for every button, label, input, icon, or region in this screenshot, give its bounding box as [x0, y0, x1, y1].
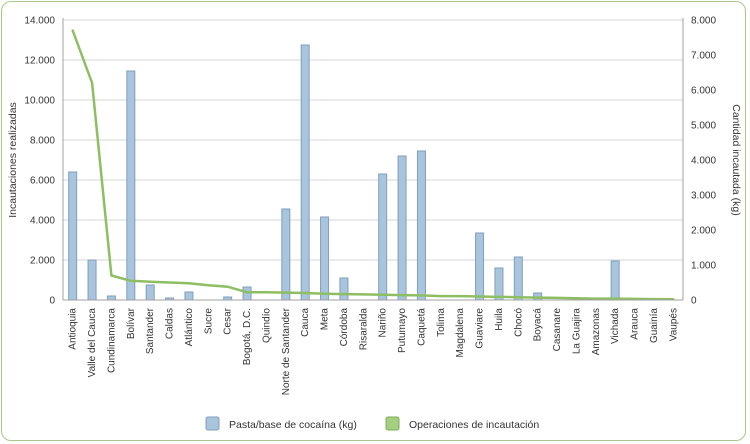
- left-tick-label: 12.000: [24, 56, 55, 67]
- grid-lines: [63, 19, 683, 301]
- category-label: Bolívar: [126, 307, 137, 339]
- category-label: Quindío: [261, 308, 272, 343]
- category-label: Boyacá: [533, 308, 544, 342]
- category-label: Córdoba: [339, 308, 350, 347]
- left-tick-label: 6.000: [30, 176, 55, 187]
- category-label: Huila: [494, 308, 505, 331]
- legend-line-swatch: [385, 416, 400, 431]
- left-axis-ticks: 0 2.000 4.000 6.000 8.000 10.000 12.000 14.000: [24, 16, 55, 307]
- line-series: [71, 29, 675, 301]
- bar: [145, 284, 155, 301]
- category-label: Putumayo: [397, 308, 408, 353]
- category-label: Risaralda: [358, 308, 369, 351]
- category-label: Vaupés: [668, 308, 679, 341]
- y-axis-title-left: Incautaciones realizadas: [7, 102, 19, 218]
- right-tick-label: 4.000: [691, 156, 716, 167]
- bar: [610, 260, 620, 301]
- right-tick-label: 3.000: [691, 191, 716, 202]
- category-label: Caquetá: [416, 308, 427, 346]
- right-tick-label: 6.000: [691, 86, 716, 97]
- category-label: Caldas: [165, 308, 176, 339]
- bar: [68, 171, 78, 301]
- right-tick-label: 5.000: [691, 121, 716, 132]
- category-label: Casanare: [552, 308, 563, 352]
- bar: [281, 208, 291, 301]
- axes: [62, 18, 684, 301]
- legend-line-label: Operaciones de incautación: [409, 419, 539, 431]
- legend-bar-label: Pasta/base de cocaína (kg): [229, 419, 357, 431]
- category-label: Magdalena: [455, 308, 466, 358]
- category-label: Arauca: [630, 308, 641, 340]
- category-label: Vichada: [610, 308, 621, 344]
- category-label: Sucre: [203, 308, 214, 335]
- bar: [339, 277, 349, 301]
- legend: Pasta/base de cocaína (kg) Operaciones d…: [205, 416, 539, 431]
- category-label: Amazonas: [591, 308, 602, 355]
- bar: [320, 216, 330, 301]
- right-axis-ticks: 0 1.000 2.000 3.000 4.000 5.000 6.000 7.000 8.00…: [691, 16, 716, 307]
- bar-series: [68, 44, 620, 301]
- right-tick-label: 8.000: [691, 16, 716, 27]
- left-tick-label: 2.000: [30, 256, 55, 267]
- category-label: Cesar: [223, 307, 234, 334]
- category-label: Nariño: [378, 308, 389, 338]
- bar: [397, 155, 407, 301]
- left-tick-label: 8.000: [30, 136, 55, 147]
- category-label: Guaviare: [475, 308, 486, 349]
- y-axis-title-right: Cantidad incautada (kg): [730, 104, 742, 216]
- category-label: La Guajira: [571, 308, 582, 355]
- category-label: Antioquia: [68, 308, 79, 350]
- left-tick-label: 14.000: [24, 16, 55, 27]
- category-label: Cundinamarca: [106, 308, 117, 373]
- category-label: Tolima: [436, 308, 447, 337]
- bar: [126, 70, 136, 301]
- category-label: Guainía: [649, 308, 660, 343]
- bar: [513, 256, 523, 301]
- bar: [106, 295, 116, 301]
- left-tick-label: 4.000: [30, 216, 55, 227]
- bar: [300, 44, 310, 301]
- category-label: Atlántico: [184, 308, 195, 347]
- left-tick-label: 0: [49, 296, 55, 307]
- right-tick-label: 1.000: [691, 261, 716, 272]
- category-label: Santander: [145, 307, 156, 354]
- category-label: Meta: [320, 308, 331, 331]
- right-tick-label: 7.000: [691, 51, 716, 62]
- category-label: Norte de Santander: [281, 307, 292, 395]
- line-path: [71, 29, 675, 301]
- bar: [416, 150, 426, 301]
- bar: [87, 259, 97, 301]
- category-labels: Antioquia Valle del Cauca Cundinamarca Bolí…: [68, 307, 680, 395]
- bar: [494, 267, 504, 301]
- bar: [184, 291, 194, 301]
- bar: [475, 232, 485, 301]
- right-tick-label: 0: [691, 296, 697, 307]
- right-tick-label: 2.000: [691, 226, 716, 237]
- legend-bar-swatch: [205, 416, 220, 431]
- category-label: Bogotá, D.C.: [242, 308, 253, 365]
- category-label: Chocó: [513, 308, 524, 337]
- bar: [378, 173, 388, 301]
- category-label: Valle del Cauca: [87, 308, 98, 378]
- left-tick-label: 10.000: [24, 96, 55, 107]
- category-label: Cauca: [300, 308, 311, 337]
